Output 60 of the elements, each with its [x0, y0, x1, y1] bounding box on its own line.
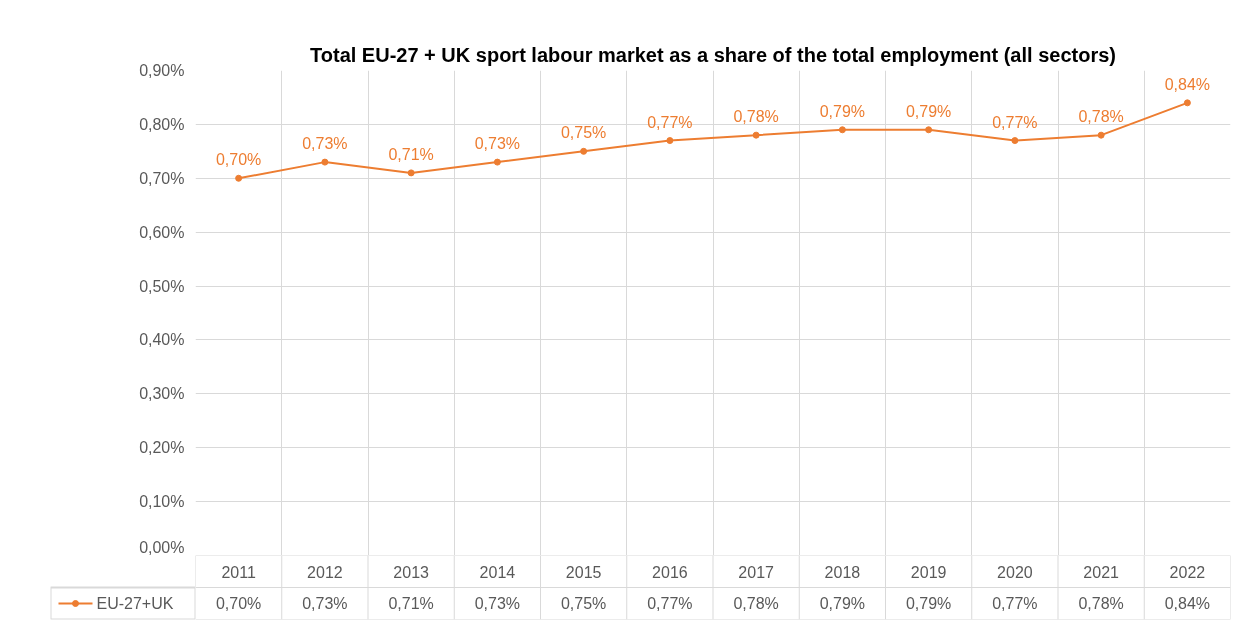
- point: [321, 158, 329, 166]
- y-tick-label: 0,00%: [139, 538, 185, 556]
- data-label: 0,78%: [1078, 595, 1124, 612]
- x-tick-label: 2022: [1169, 563, 1206, 581]
- y-tick-label: 0,30%: [139, 385, 185, 403]
- x-tick-label: 2015: [565, 563, 602, 581]
- point: [666, 137, 674, 145]
- x-tick-label: 2011: [221, 563, 256, 581]
- text: 0,79%: [905, 102, 952, 120]
- y-tick-label: 0,70%: [139, 169, 185, 187]
- text: 0,79%: [819, 102, 866, 120]
- text: 0,84%: [1164, 75, 1211, 93]
- y-tick-label: 0,50%: [139, 277, 185, 295]
- y-tick-label: 0,40%: [139, 331, 185, 349]
- data-label: 0,84%: [1164, 595, 1211, 612]
- y-tick-label: 0,60%: [139, 223, 185, 241]
- point: [925, 126, 933, 134]
- text: 0,71%: [388, 145, 434, 163]
- x-tick-label: 2016: [652, 563, 688, 581]
- x-tick-label: 2019: [910, 563, 947, 581]
- point: [1011, 137, 1019, 145]
- data-label: 0,77%: [992, 595, 1038, 612]
- x-tick-label: 2021: [1083, 563, 1120, 581]
- y-tick-label: 0,80%: [139, 115, 185, 133]
- y-tick-label: 0,90%: [139, 62, 185, 79]
- data-label: 0,73%: [302, 595, 348, 612]
- data-label: 0,73%: [474, 595, 521, 612]
- text: 0,75%: [560, 124, 607, 142]
- text: 0,70%: [215, 151, 262, 169]
- data-label: 0,78%: [733, 595, 779, 612]
- point: [1183, 99, 1191, 107]
- y-tick-label: 0,10%: [139, 493, 185, 511]
- point: [235, 174, 243, 182]
- point: [580, 147, 588, 155]
- x-tick-label: 2017: [738, 563, 775, 581]
- x-tick-label: 2014: [479, 563, 516, 581]
- point: [838, 126, 846, 134]
- x-tick-label: 2013: [393, 563, 430, 581]
- point: [1097, 131, 1105, 139]
- text: 0,78%: [733, 108, 779, 126]
- point: [407, 169, 415, 177]
- data-label: 0,75%: [560, 595, 607, 612]
- chart-title: Total EU-27 + UK sport labour market as a share of the total employment (all sectors): [310, 43, 1116, 66]
- x-tick-label: 2018: [824, 563, 861, 581]
- point: [752, 131, 760, 139]
- text: 0,77%: [992, 113, 1038, 131]
- point: [493, 158, 501, 166]
- text: 0,78%: [1078, 108, 1124, 126]
- text: 0,73%: [474, 135, 521, 153]
- text: 0,77%: [647, 113, 693, 131]
- data-label: 0,71%: [388, 595, 434, 612]
- y-tick-label: 0,20%: [139, 439, 185, 457]
- data-label: 0,79%: [819, 595, 866, 612]
- data-label: 0,79%: [905, 595, 952, 612]
- text: 0,73%: [302, 135, 348, 153]
- x-tick-label: 2012: [307, 563, 343, 581]
- data-label: 0,77%: [647, 595, 693, 612]
- data-label: 0,70%: [215, 595, 262, 612]
- legend-label: EU-27+UK: [96, 595, 174, 612]
- x-tick-label: 2020: [997, 563, 1033, 581]
